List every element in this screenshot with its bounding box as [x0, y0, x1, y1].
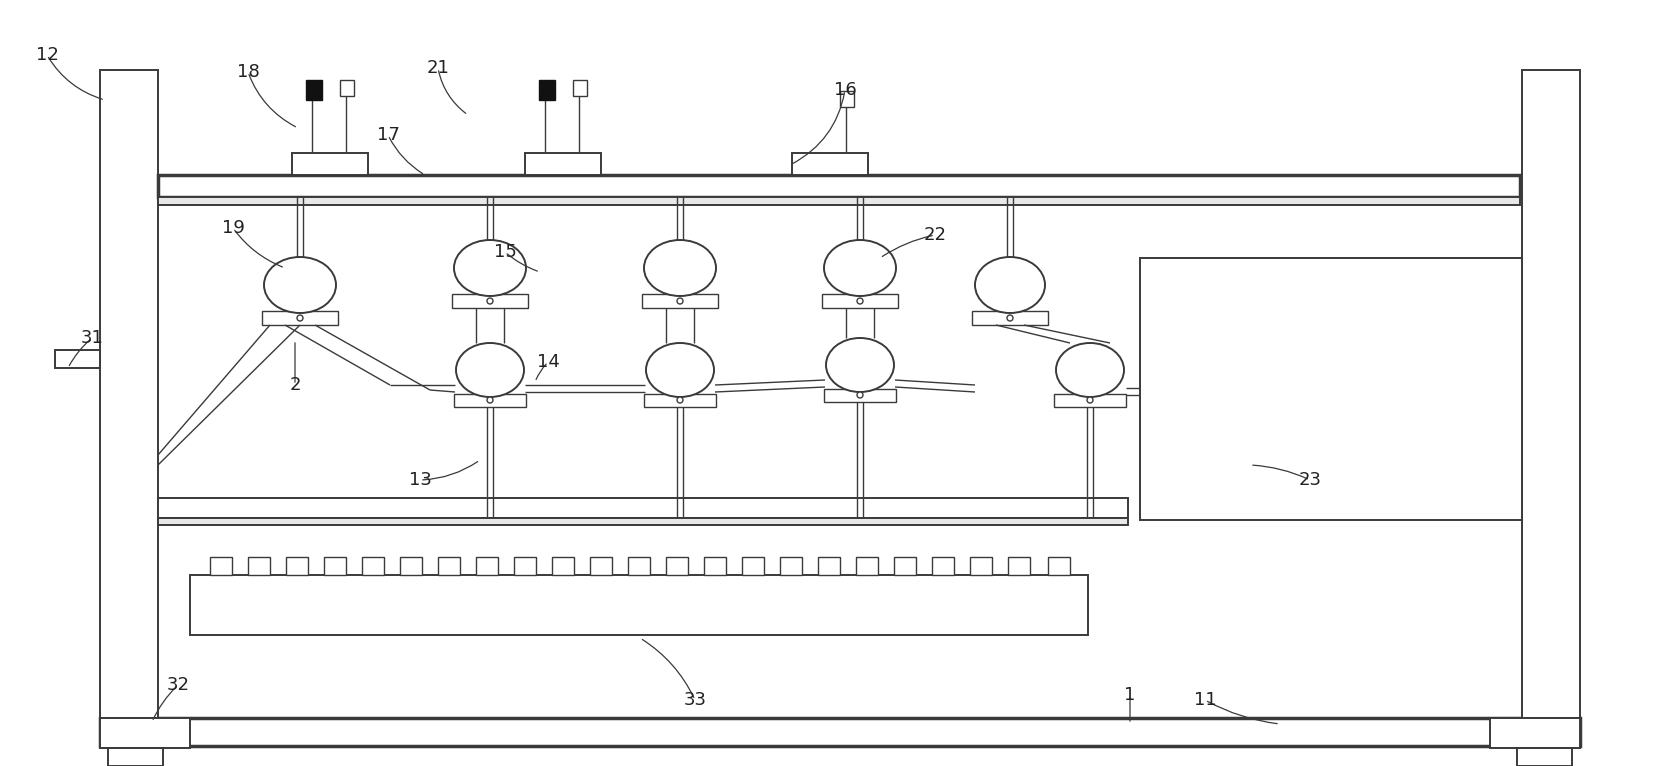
Text: 33: 33 — [683, 691, 707, 709]
Bar — [839, 91, 854, 107]
Bar — [590, 557, 611, 575]
Text: 14: 14 — [536, 353, 559, 371]
Bar — [55, 350, 100, 368]
Bar — [157, 197, 1519, 205]
Bar — [362, 557, 384, 575]
Bar — [1049, 557, 1070, 575]
Bar — [524, 153, 601, 175]
Bar — [100, 70, 157, 718]
Text: 21: 21 — [427, 59, 449, 77]
Bar — [1054, 394, 1126, 407]
Bar — [157, 518, 1127, 525]
Bar — [1523, 70, 1580, 718]
Bar — [628, 557, 650, 575]
Bar — [291, 153, 368, 175]
Text: 1: 1 — [1124, 686, 1136, 704]
Ellipse shape — [858, 392, 863, 398]
Bar — [307, 80, 322, 100]
Ellipse shape — [1087, 397, 1094, 403]
Text: 18: 18 — [236, 63, 260, 81]
Bar — [894, 557, 916, 575]
Ellipse shape — [487, 397, 492, 403]
Bar — [931, 557, 955, 575]
Bar — [514, 557, 536, 575]
Text: 11: 11 — [1194, 691, 1216, 709]
Ellipse shape — [1055, 343, 1124, 397]
Text: 22: 22 — [923, 226, 946, 244]
Ellipse shape — [643, 240, 715, 296]
Bar — [781, 557, 802, 575]
Ellipse shape — [456, 343, 524, 397]
Ellipse shape — [824, 240, 896, 296]
Bar — [189, 575, 1089, 635]
Text: 12: 12 — [35, 46, 59, 64]
Bar — [100, 718, 189, 748]
Bar — [792, 153, 868, 175]
Bar — [340, 80, 353, 96]
Text: 2: 2 — [290, 376, 302, 394]
Ellipse shape — [265, 257, 337, 313]
Ellipse shape — [454, 240, 526, 296]
Ellipse shape — [975, 257, 1045, 313]
Bar — [100, 718, 1580, 746]
Bar — [970, 557, 992, 575]
Bar — [573, 80, 586, 96]
Bar — [248, 557, 270, 575]
Bar — [286, 557, 308, 575]
Bar — [1491, 718, 1580, 748]
Text: 19: 19 — [221, 219, 245, 237]
Bar — [452, 294, 528, 308]
Ellipse shape — [677, 397, 683, 403]
Ellipse shape — [647, 343, 714, 397]
Bar — [261, 311, 338, 325]
Bar — [539, 80, 554, 100]
Ellipse shape — [826, 338, 894, 392]
Text: 16: 16 — [834, 81, 856, 99]
Bar — [742, 557, 764, 575]
Bar — [157, 498, 1127, 518]
Bar — [822, 294, 898, 308]
Ellipse shape — [487, 298, 492, 304]
Bar — [824, 389, 896, 402]
Text: 32: 32 — [166, 676, 189, 694]
Bar — [553, 557, 575, 575]
Bar — [817, 557, 839, 575]
Text: 23: 23 — [1298, 471, 1322, 489]
Ellipse shape — [858, 298, 863, 304]
Text: 31: 31 — [80, 329, 104, 347]
Text: 15: 15 — [494, 243, 516, 261]
Bar — [856, 557, 878, 575]
Bar — [704, 557, 725, 575]
Bar — [454, 394, 526, 407]
Bar — [323, 557, 347, 575]
Bar — [209, 557, 233, 575]
Ellipse shape — [1007, 315, 1013, 321]
Bar — [643, 394, 715, 407]
Bar — [157, 175, 1519, 197]
Bar — [1008, 557, 1030, 575]
Bar — [1141, 258, 1523, 520]
Bar — [971, 311, 1049, 325]
Bar — [667, 557, 688, 575]
Bar — [437, 557, 461, 575]
Bar — [400, 557, 422, 575]
Bar — [642, 294, 719, 308]
Bar — [1518, 748, 1573, 766]
Text: 13: 13 — [409, 471, 432, 489]
Bar — [107, 748, 162, 766]
Text: 17: 17 — [377, 126, 399, 144]
Bar — [476, 557, 497, 575]
Ellipse shape — [296, 315, 303, 321]
Ellipse shape — [677, 298, 683, 304]
